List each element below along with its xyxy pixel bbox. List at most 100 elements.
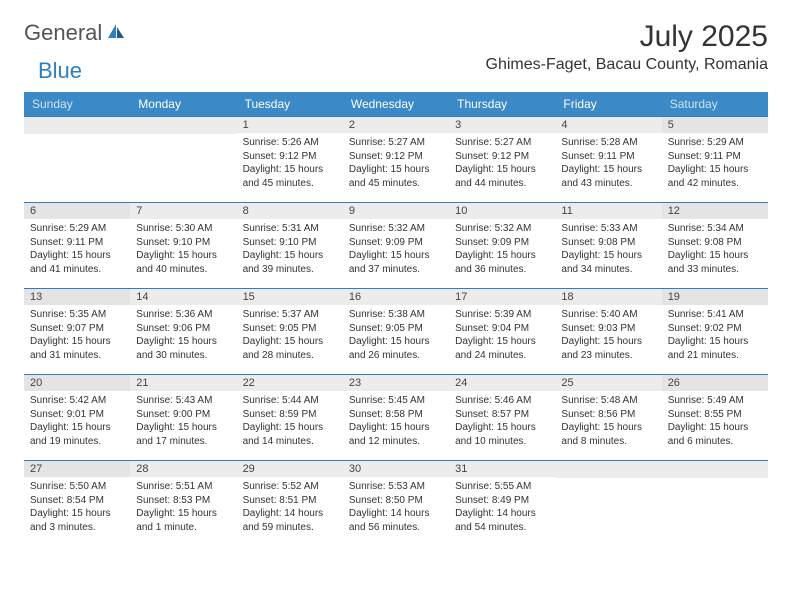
sunset-text: Sunset: 9:04 PM bbox=[455, 322, 549, 336]
day-header-tuesday: Tuesday bbox=[237, 92, 343, 117]
daylight-text: Daylight: 15 hours and 10 minutes. bbox=[455, 421, 549, 448]
sunrise-text: Sunrise: 5:50 AM bbox=[30, 480, 124, 494]
daylight-text: Daylight: 15 hours and 30 minutes. bbox=[136, 335, 230, 362]
daylight-text: Daylight: 15 hours and 28 minutes. bbox=[243, 335, 337, 362]
daylight-text: Daylight: 15 hours and 37 minutes. bbox=[349, 249, 443, 276]
sunrise-text: Sunrise: 5:29 AM bbox=[668, 136, 762, 150]
day-header-row: SundayMondayTuesdayWednesdayThursdayFrid… bbox=[24, 92, 768, 117]
sunrise-text: Sunrise: 5:45 AM bbox=[349, 394, 443, 408]
calendar-cell: 23Sunrise: 5:45 AMSunset: 8:58 PMDayligh… bbox=[343, 375, 449, 461]
daylight-text: Daylight: 15 hours and 45 minutes. bbox=[349, 163, 443, 190]
day-number: 20 bbox=[24, 375, 130, 391]
day-content: Sunrise: 5:48 AMSunset: 8:56 PMDaylight:… bbox=[555, 391, 661, 450]
day-content: Sunrise: 5:38 AMSunset: 9:05 PMDaylight:… bbox=[343, 305, 449, 364]
day-number: 5 bbox=[662, 117, 768, 133]
day-number: 23 bbox=[343, 375, 449, 391]
calendar-cell bbox=[130, 117, 236, 203]
sunrise-text: Sunrise: 5:32 AM bbox=[455, 222, 549, 236]
sunset-text: Sunset: 9:10 PM bbox=[243, 236, 337, 250]
sunset-text: Sunset: 9:02 PM bbox=[668, 322, 762, 336]
daylight-text: Daylight: 15 hours and 26 minutes. bbox=[349, 335, 443, 362]
calendar-cell: 29Sunrise: 5:52 AMSunset: 8:51 PMDayligh… bbox=[237, 461, 343, 547]
day-number: 27 bbox=[24, 461, 130, 477]
calendar-cell: 6Sunrise: 5:29 AMSunset: 9:11 PMDaylight… bbox=[24, 203, 130, 289]
calendar-cell: 26Sunrise: 5:49 AMSunset: 8:55 PMDayligh… bbox=[662, 375, 768, 461]
daylight-text: Daylight: 15 hours and 17 minutes. bbox=[136, 421, 230, 448]
day-number: 17 bbox=[449, 289, 555, 305]
sunset-text: Sunset: 8:51 PM bbox=[243, 494, 337, 508]
sunrise-text: Sunrise: 5:37 AM bbox=[243, 308, 337, 322]
daylight-text: Daylight: 15 hours and 33 minutes. bbox=[668, 249, 762, 276]
calendar-cell bbox=[662, 461, 768, 547]
day-number: 15 bbox=[237, 289, 343, 305]
daylight-text: Daylight: 15 hours and 19 minutes. bbox=[30, 421, 124, 448]
day-content: Sunrise: 5:53 AMSunset: 8:50 PMDaylight:… bbox=[343, 477, 449, 536]
daylight-text: Daylight: 15 hours and 8 minutes. bbox=[561, 421, 655, 448]
calendar-table: SundayMondayTuesdayWednesdayThursdayFrid… bbox=[24, 92, 768, 547]
day-content: Sunrise: 5:44 AMSunset: 8:59 PMDaylight:… bbox=[237, 391, 343, 450]
empty-day bbox=[555, 461, 661, 478]
sunrise-text: Sunrise: 5:27 AM bbox=[349, 136, 443, 150]
sunset-text: Sunset: 9:08 PM bbox=[561, 236, 655, 250]
calendar-row: 1 Sunrise: 5:26 AMSunset: 9:12 PM Daylight… bbox=[24, 117, 768, 203]
sunset-text: Sunset: 8:50 PM bbox=[349, 494, 443, 508]
calendar-body: 1 Sunrise: 5:26 AMSunset: 9:12 PM Daylight… bbox=[24, 117, 768, 547]
calendar-cell bbox=[24, 117, 130, 203]
day-number: 10 bbox=[449, 203, 555, 219]
sunrise-text: Sunrise: 5:27 AM bbox=[455, 136, 549, 150]
sunrise-text: Sunrise: 5:33 AM bbox=[561, 222, 655, 236]
sunrise-text: Sunrise: 5:29 AM bbox=[30, 222, 124, 236]
day-number: 29 bbox=[237, 461, 343, 477]
day-content: Sunrise: 5:49 AMSunset: 8:55 PMDaylight:… bbox=[662, 391, 768, 450]
sunrise-text: Sunrise: 5:53 AM bbox=[349, 480, 443, 494]
calendar-cell: 27Sunrise: 5:50 AMSunset: 8:54 PMDayligh… bbox=[24, 461, 130, 547]
sunrise-text: Sunrise: 5:34 AM bbox=[668, 222, 762, 236]
calendar-row: 6Sunrise: 5:29 AMSunset: 9:11 PMDaylight… bbox=[24, 203, 768, 289]
sunset-text: Sunset: 8:58 PM bbox=[349, 408, 443, 422]
month-title: July 2025 bbox=[486, 20, 769, 54]
sunset-text: Sunset: 9:12 PM bbox=[243, 150, 337, 164]
sunrise-text: Sunrise: 5:48 AM bbox=[561, 394, 655, 408]
calendar-cell: 17Sunrise: 5:39 AMSunset: 9:04 PMDayligh… bbox=[449, 289, 555, 375]
calendar-cell: 10Sunrise: 5:32 AMSunset: 9:09 PMDayligh… bbox=[449, 203, 555, 289]
day-number: 6 bbox=[24, 203, 130, 219]
calendar-cell: 16Sunrise: 5:38 AMSunset: 9:05 PMDayligh… bbox=[343, 289, 449, 375]
day-content: Sunrise: 5:35 AMSunset: 9:07 PMDaylight:… bbox=[24, 305, 130, 364]
sunset-text: Sunset: 9:11 PM bbox=[561, 150, 655, 164]
day-number: 24 bbox=[449, 375, 555, 391]
calendar-cell: 2Sunrise: 5:27 AMSunset: 9:12 PMDaylight… bbox=[343, 117, 449, 203]
empty-day bbox=[662, 461, 768, 478]
daylight-text: Daylight: 15 hours and 23 minutes. bbox=[561, 335, 655, 362]
daylight-text: Daylight: 15 hours and 6 minutes. bbox=[668, 421, 762, 448]
calendar-cell: 25Sunrise: 5:48 AMSunset: 8:56 PMDayligh… bbox=[555, 375, 661, 461]
calendar-cell: 15 Sunrise: 5:37 AMSunset: 9:05 PMDayligh… bbox=[237, 289, 343, 375]
day-content: Sunrise: 5:32 AMSunset: 9:09 PMDaylight:… bbox=[343, 219, 449, 278]
sunrise-text: Sunrise: 5:28 AM bbox=[561, 136, 655, 150]
day-number: 1 bbox=[237, 117, 343, 133]
sunset-text: Sunset: 9:05 PM bbox=[243, 322, 337, 336]
day-number: 22 bbox=[237, 375, 343, 391]
daylight-text: Daylight: 15 hours and 12 minutes. bbox=[349, 421, 443, 448]
day-content: Sunrise: 5:55 AMSunset: 8:49 PMDaylight:… bbox=[449, 477, 555, 536]
day-content: Sunrise: 5:50 AMSunset: 8:54 PMDaylight:… bbox=[24, 477, 130, 536]
calendar-row: 27Sunrise: 5:50 AMSunset: 8:54 PMDayligh… bbox=[24, 461, 768, 547]
sunrise-text: Sunrise: 5:26 AM bbox=[243, 136, 337, 150]
day-content: Sunrise: 5:27 AMSunset: 9:12 PMDaylight:… bbox=[449, 133, 555, 192]
day-content: Sunrise: 5:45 AMSunset: 8:58 PMDaylight:… bbox=[343, 391, 449, 450]
day-content: Sunrise: 5:41 AMSunset: 9:02 PMDaylight:… bbox=[662, 305, 768, 364]
sunset-text: Sunset: 9:11 PM bbox=[668, 150, 762, 164]
daylight-text: Daylight: 15 hours and 34 minutes. bbox=[561, 249, 655, 276]
daylight-text: Daylight: 15 hours and 21 minutes. bbox=[668, 335, 762, 362]
day-number: 19 bbox=[662, 289, 768, 305]
day-content: Sunrise: 5:30 AMSunset: 9:10 PMDaylight:… bbox=[130, 219, 236, 278]
calendar-cell: 4Sunrise: 5:28 AMSunset: 9:11 PMDaylight… bbox=[555, 117, 661, 203]
day-content: Sunrise: 5:32 AMSunset: 9:09 PMDaylight:… bbox=[449, 219, 555, 278]
day-number: 8 bbox=[237, 203, 343, 219]
calendar-cell bbox=[555, 461, 661, 547]
calendar-cell: 14Sunrise: 5:36 AMSunset: 9:06 PMDayligh… bbox=[130, 289, 236, 375]
daylight-text: Daylight: 14 hours and 56 minutes. bbox=[349, 507, 443, 534]
logo-text-blue: Blue bbox=[38, 58, 82, 84]
day-content: Sunrise: 5:46 AMSunset: 8:57 PMDaylight:… bbox=[449, 391, 555, 450]
day-content: Sunrise: 5:27 AMSunset: 9:12 PMDaylight:… bbox=[343, 133, 449, 192]
day-number: 9 bbox=[343, 203, 449, 219]
